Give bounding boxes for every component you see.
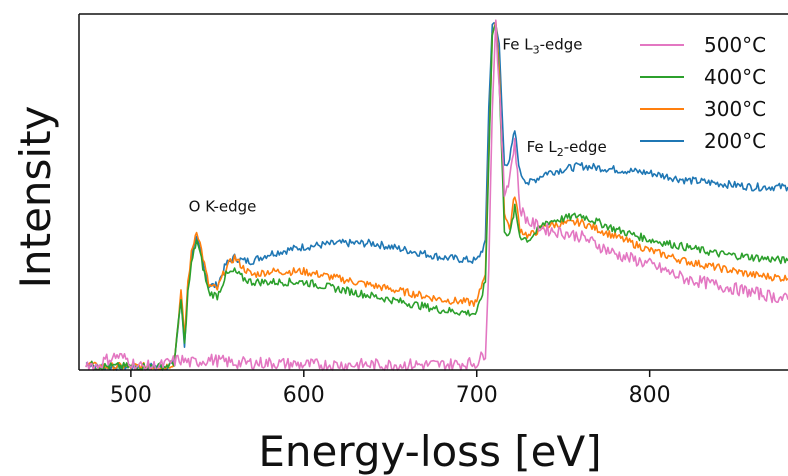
x-tick-label: 700	[456, 383, 498, 408]
axes	[78, 13, 788, 371]
x-tick-label: 500	[110, 383, 152, 408]
legend-label: 300°C	[704, 97, 766, 121]
series-lines	[85, 19, 788, 371]
legend-label: 400°C	[704, 65, 766, 89]
annotation: O K-edge	[189, 198, 257, 216]
x-tick-label: 800	[629, 383, 671, 408]
series-line	[85, 23, 788, 371]
annotations: O K-edge Fe L3-edge Fe L2-edge	[189, 36, 607, 216]
annotation: Fe L3-edge	[502, 36, 582, 57]
annotation: Fe L2-edge	[527, 138, 607, 159]
x-tick-label: 600	[283, 383, 325, 408]
legend-label: 200°C	[704, 129, 766, 153]
legend-label: 500°C	[704, 33, 766, 57]
series-line	[85, 22, 788, 371]
y-axis-label: Intensity	[11, 106, 60, 289]
x-axis-label: Energy-loss [eV]	[258, 427, 601, 476]
series-line	[85, 19, 788, 371]
legend: 500°C 400°C 300°C 200°C	[640, 33, 766, 153]
x-ticks: 500 600 700 800	[110, 370, 671, 408]
series-line	[85, 20, 788, 371]
